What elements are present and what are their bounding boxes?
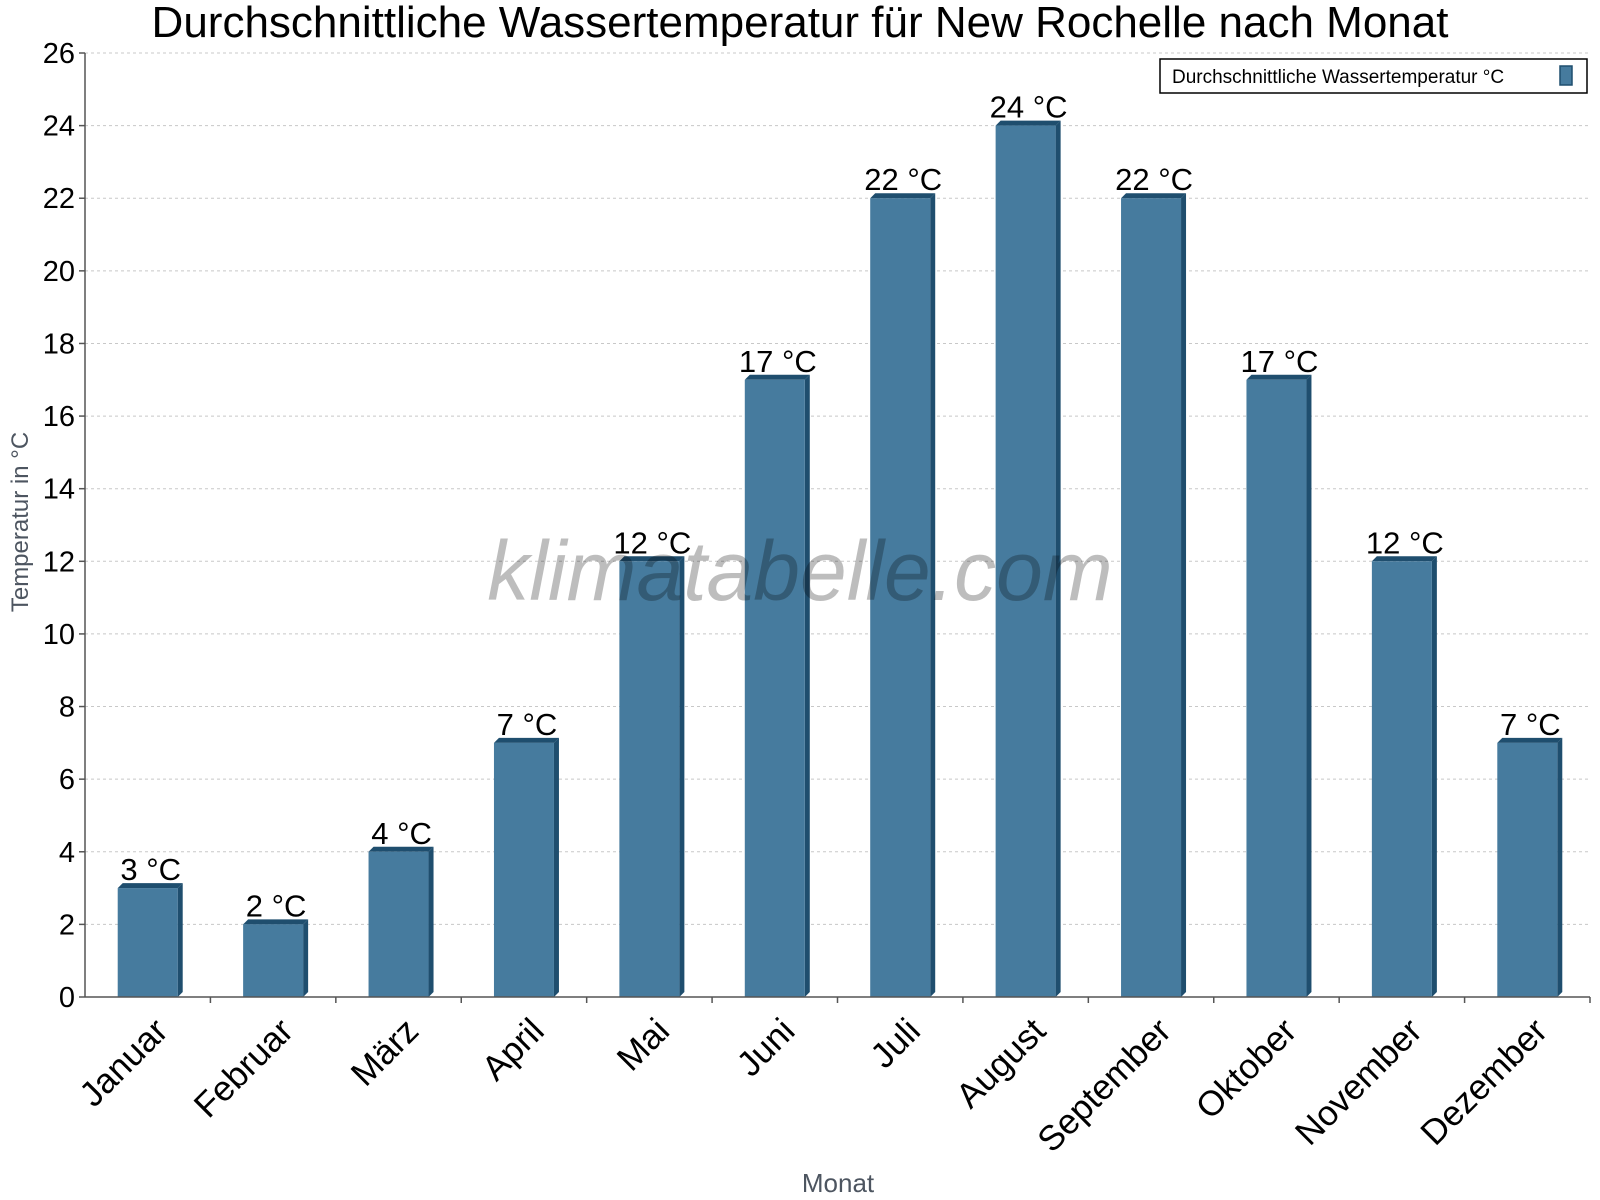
x-tick-label: Juli bbox=[863, 1011, 928, 1076]
bar-value-label: 22 °C bbox=[864, 162, 942, 197]
bar-group bbox=[1121, 193, 1187, 997]
x-tick-label: Januar bbox=[72, 1011, 175, 1114]
bar-top bbox=[243, 919, 309, 925]
bar-top bbox=[870, 193, 936, 199]
bar-value-label: 17 °C bbox=[1241, 344, 1319, 379]
bar-group bbox=[744, 374, 810, 997]
x-tick-label: September bbox=[1030, 1011, 1179, 1160]
bar-side bbox=[930, 193, 936, 997]
bar-group bbox=[493, 737, 559, 997]
bar-side bbox=[303, 919, 309, 997]
x-tick-label: August bbox=[949, 1011, 1054, 1116]
legend-label: Durchschnittliche Wassertemperatur °C bbox=[1172, 67, 1504, 88]
bar-value-label: 12 °C bbox=[1366, 525, 1444, 560]
bar-top bbox=[1371, 556, 1437, 562]
bar-group bbox=[995, 120, 1061, 998]
bar-group bbox=[619, 556, 685, 997]
bar bbox=[995, 125, 1056, 998]
bar-side bbox=[553, 737, 559, 997]
bar-side bbox=[428, 846, 434, 997]
bar-top bbox=[1497, 737, 1563, 743]
bar-top bbox=[619, 556, 685, 562]
bar-side bbox=[1557, 737, 1563, 997]
bar-top bbox=[368, 846, 434, 852]
y-tick-label: 6 bbox=[59, 764, 75, 796]
y-tick-label: 12 bbox=[43, 546, 75, 578]
bar-value-label: 3 °C bbox=[120, 852, 181, 887]
bar-value-label: 22 °C bbox=[1115, 162, 1193, 197]
bar bbox=[1246, 379, 1307, 997]
bar-value-label: 7 °C bbox=[1500, 707, 1561, 742]
bar-value-label: 24 °C bbox=[990, 90, 1068, 125]
bar bbox=[870, 198, 931, 997]
y-tick-label: 0 bbox=[59, 982, 75, 1014]
x-tick-label: Juni bbox=[729, 1011, 802, 1084]
bar-group bbox=[1497, 737, 1563, 997]
y-tick-label: 16 bbox=[43, 401, 75, 433]
x-tick-label: Februar bbox=[187, 1011, 301, 1125]
bar-top bbox=[1121, 193, 1187, 199]
bar-side bbox=[804, 374, 810, 997]
y-tick-label: 10 bbox=[43, 619, 75, 651]
bar bbox=[1497, 742, 1558, 997]
bar-value-label: 7 °C bbox=[497, 707, 558, 742]
x-tick-label: Oktober bbox=[1189, 1011, 1305, 1127]
value-labels: 3 °C 2 °C 4 °C 7 °C 12 °C 17 °C 22 °C 24 °C 22 °… bbox=[120, 90, 1560, 924]
bar-top bbox=[1246, 374, 1312, 380]
bar bbox=[1371, 561, 1432, 997]
bar-top bbox=[493, 737, 559, 743]
y-tick-label: 18 bbox=[43, 328, 75, 360]
bar bbox=[117, 888, 178, 997]
y-tick-label: 22 bbox=[43, 183, 75, 215]
x-tick-label: Dezember bbox=[1413, 1011, 1555, 1153]
watermark: klimatabelle.com bbox=[487, 524, 1113, 618]
bar-value-label: 17 °C bbox=[739, 344, 817, 379]
bar-group bbox=[870, 193, 936, 997]
bar-group bbox=[368, 846, 434, 997]
bar-side bbox=[679, 556, 685, 997]
x-tick-label: November bbox=[1288, 1011, 1430, 1153]
y-tick-label: 2 bbox=[59, 909, 75, 941]
bar-top bbox=[117, 883, 183, 889]
y-axis-label: Temperatur in °C bbox=[7, 432, 34, 612]
y-tick-label: 24 bbox=[43, 111, 75, 143]
bar-group bbox=[117, 883, 183, 997]
y-tick-label: 20 bbox=[43, 256, 75, 288]
bar bbox=[368, 851, 429, 997]
y-tick-label: 4 bbox=[59, 837, 75, 869]
bar-group bbox=[1246, 374, 1312, 997]
bar bbox=[744, 379, 805, 997]
bar-side bbox=[1055, 120, 1061, 998]
y-tick-label: 26 bbox=[43, 38, 75, 70]
x-tick-label: März bbox=[344, 1011, 427, 1094]
bar bbox=[493, 742, 554, 997]
bar-top bbox=[995, 120, 1061, 126]
x-tick-label: April bbox=[475, 1011, 552, 1088]
bar-value-label: 2 °C bbox=[246, 888, 307, 923]
chart-title: Durchschnittliche Wassertemperatur für N… bbox=[151, 0, 1449, 47]
bar-value-label: 4 °C bbox=[371, 816, 432, 851]
bar-side bbox=[1181, 193, 1187, 997]
x-axis-label: Monat bbox=[802, 1168, 875, 1198]
bar-side bbox=[1431, 556, 1437, 997]
bar bbox=[1121, 198, 1182, 997]
bar bbox=[619, 561, 680, 997]
x-tick-label: Mai bbox=[610, 1011, 677, 1078]
bar-group bbox=[1371, 556, 1437, 997]
bars bbox=[117, 120, 1563, 998]
bar-group bbox=[243, 919, 309, 997]
y-tick-label: 14 bbox=[43, 474, 75, 506]
gridlines bbox=[85, 52, 1590, 925]
bar-side bbox=[1306, 374, 1312, 997]
bar-top bbox=[744, 374, 810, 380]
y-tick-label: 8 bbox=[59, 692, 75, 724]
legend-box bbox=[1159, 58, 1588, 94]
legend: Durchschnittliche Wassertemperatur °C bbox=[1159, 58, 1588, 94]
bar bbox=[243, 924, 304, 997]
bar-value-label: 12 °C bbox=[613, 525, 691, 560]
legend-swatch bbox=[1559, 65, 1573, 86]
bar-side bbox=[177, 883, 183, 997]
